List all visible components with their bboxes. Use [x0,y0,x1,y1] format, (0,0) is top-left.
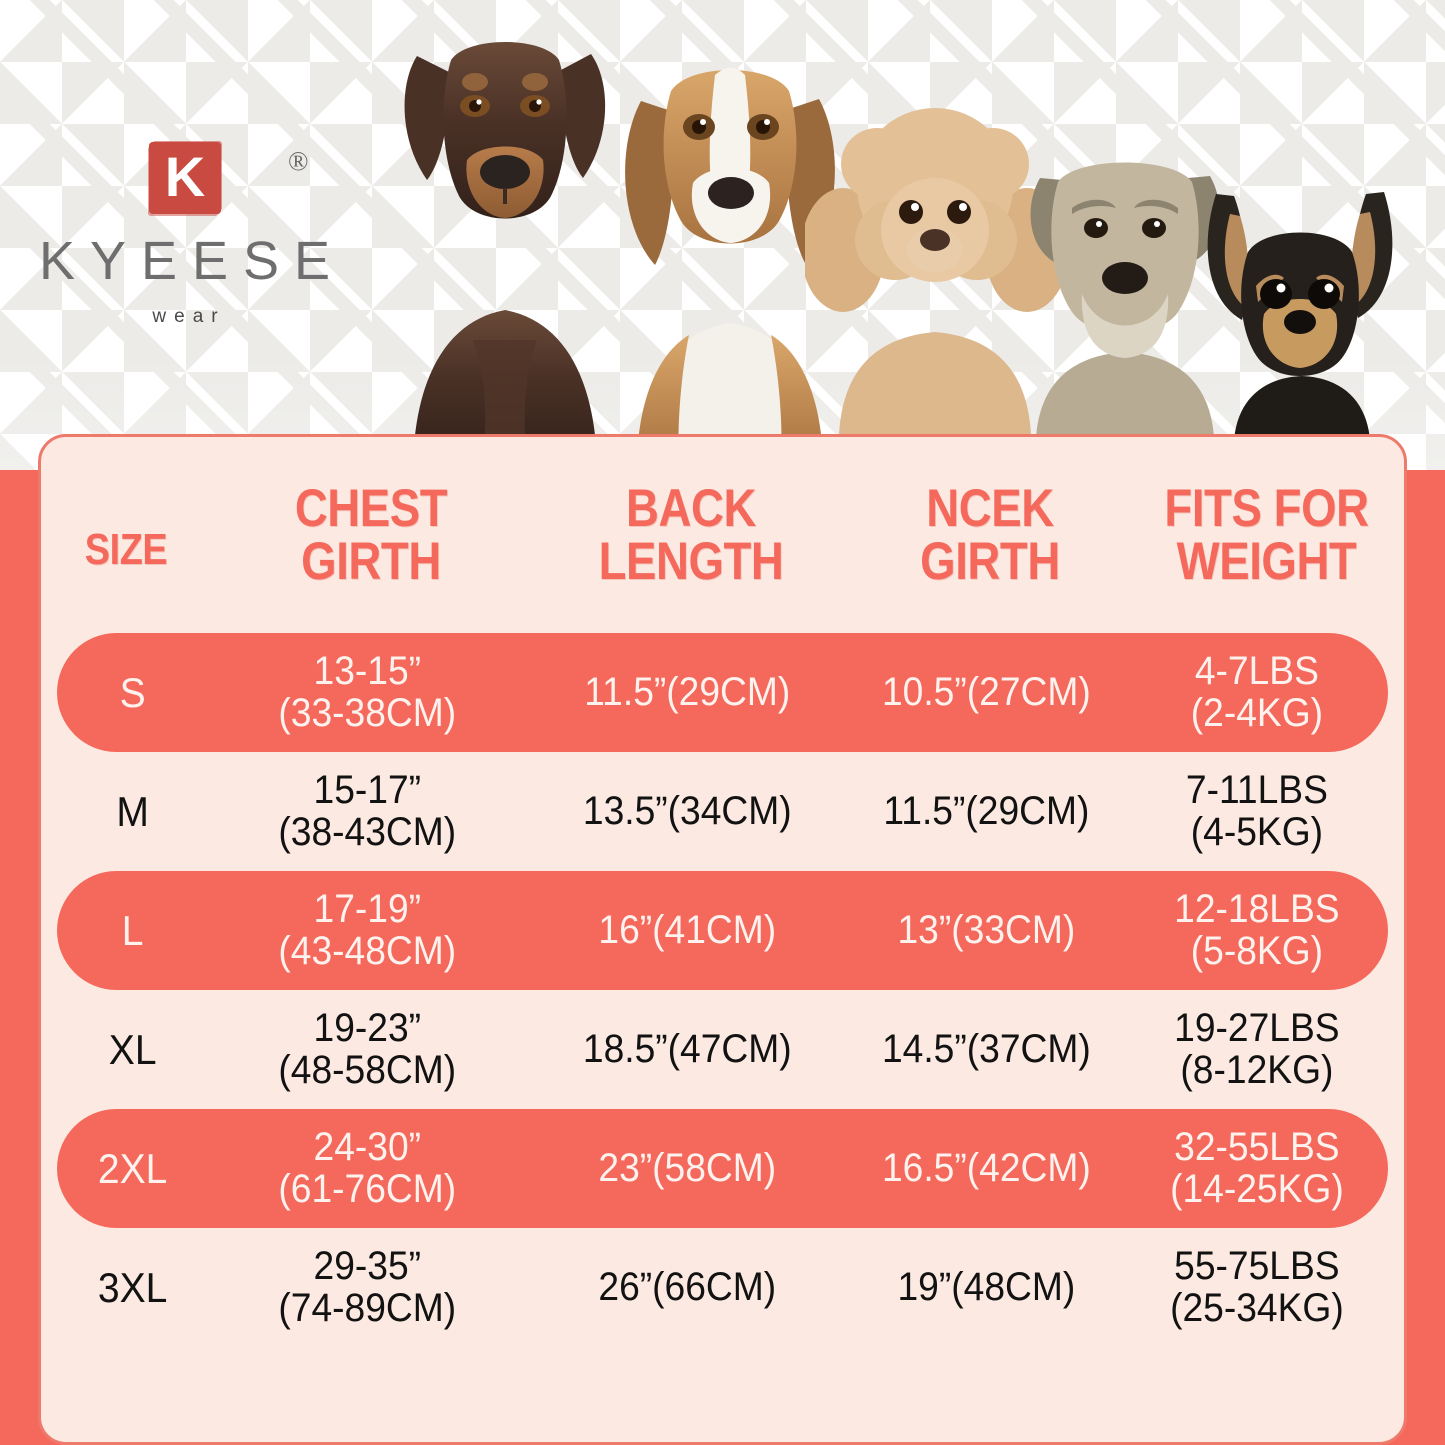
cell-neck-girth: 19”(48CM) [897,1264,1076,1309]
column-header-back-length: BACK LENGTH [553,482,828,588]
column-header-neck-line2: GIRTH [920,532,1060,591]
column-header-neck-line1: NCEK [926,479,1054,538]
brand-logo: K ® KYEESE wear [20,132,350,328]
cell-chest-girth: 24-30” (61-76CM) [278,1124,457,1211]
table-row[interactable]: XL 19-23” (48-58CM) 18.5”(47CM) 14.5”(37… [57,990,1388,1109]
cell-fits-for-weight: 55-75LBS (25-34KG) [1170,1243,1344,1330]
brand-tagline: wear [152,306,226,327]
cell-back-length: 23”(58CM) [598,1145,777,1190]
table-row[interactable]: M 15-17” (38-43CM) 13.5”(34CM) 11.5”(29C… [57,752,1388,871]
table-row[interactable]: 2XL 24-30” (61-76CM) 23”(58CM) 16.5”(42C… [57,1109,1388,1228]
cell-size: XL [108,1025,157,1073]
logo-mark: K ® [20,132,350,228]
hero-banner: K ® KYEESE wear [0,0,1445,470]
cell-chest-girth: 17-19” (43-48CM) [278,886,457,973]
cell-chest-girth: 19-23” (48-58CM) [278,1005,457,1092]
cell-size: S [119,668,146,716]
cell-chest-girth: 29-35” (74-89CM) [278,1243,457,1330]
cell-fits-for-weight: 19-27LBS (8-12KG) [1174,1005,1340,1092]
cell-neck-girth: 16.5”(42CM) [882,1145,1092,1190]
dog-photo-group [355,0,1415,460]
cell-neck-girth: 10.5”(27CM) [882,669,1092,714]
cell-back-length: 18.5”(47CM) [582,1026,792,1071]
column-header-weight-line2: WEIGHT [1176,532,1357,591]
column-header-size: SIZE [53,498,199,572]
dog-toy-poodle [805,90,1065,460]
cell-size: 3XL [97,1263,168,1311]
table-body: S 13-15” (33-38CM) 11.5”(29CM) 10.5”(27C… [41,633,1404,1347]
cell-size: L [121,906,144,954]
column-header-chest-line1: CHEST [294,479,448,538]
table-row[interactable]: L 17-19” (43-48CM) 16”(41CM) 13”(33CM) 1… [57,871,1388,990]
cell-chest-girth: 15-17” (38-43CM) [278,767,457,854]
size-chart-card: SIZE CHEST GIRTH BACK LENGTH NCEK GIRTH … [38,434,1407,1445]
column-header-neck-girth: NCEK GIRTH [870,482,1109,588]
brand-name: KYEESE [38,231,346,291]
cell-fits-for-weight: 4-7LBS (2-4KG) [1190,648,1324,735]
cell-size: 2XL [97,1144,168,1192]
cell-neck-girth: 13”(33CM) [897,907,1076,952]
cell-fits-for-weight: 12-18LBS (5-8KG) [1174,886,1340,973]
column-header-back-line1: BACK [626,479,756,538]
cell-neck-girth: 14.5”(37CM) [882,1026,1092,1071]
dog-beagle [585,35,875,460]
cell-back-length: 11.5”(29CM) [584,669,791,714]
dog-schnauzer-terrier-mix [1010,130,1240,460]
column-header-back-line2: LENGTH [598,532,784,591]
column-header-fits-for-weight: FITS FOR WEIGHT [1148,482,1385,588]
column-header-chest-line2: GIRTH [301,532,441,591]
column-header-chest-girth: CHEST GIRTH [233,482,508,588]
registered-trademark-icon: ® [288,146,309,176]
cell-back-length: 16”(41CM) [598,907,777,952]
cell-back-length: 13.5”(34CM) [582,788,792,833]
column-header-size-label: SIZE [84,525,168,574]
cell-chest-girth: 13-15” (33-38CM) [278,648,457,735]
cell-neck-girth: 11.5”(29CM) [883,788,1090,833]
column-header-weight-line1: FITS FOR [1164,479,1369,538]
table-header-row: SIZE CHEST GIRTH BACK LENGTH NCEK GIRTH … [41,437,1404,633]
table-row[interactable]: 3XL 29-35” (74-89CM) 26”(66CM) 19”(48CM)… [57,1228,1388,1347]
dog-doberman-pinscher [355,20,655,460]
cell-back-length: 26”(66CM) [598,1264,777,1309]
table-row[interactable]: S 13-15” (33-38CM) 11.5”(29CM) 10.5”(27C… [57,633,1388,752]
cell-fits-for-weight: 32-55LBS (14-25KG) [1170,1124,1344,1211]
cell-size: M [116,787,149,835]
logo-square-icon: K [149,142,221,214]
cell-fits-for-weight: 7-11LBS (4-5KG) [1186,767,1329,854]
logo-letter: K [164,144,206,208]
dog-chihuahua [1190,170,1410,460]
